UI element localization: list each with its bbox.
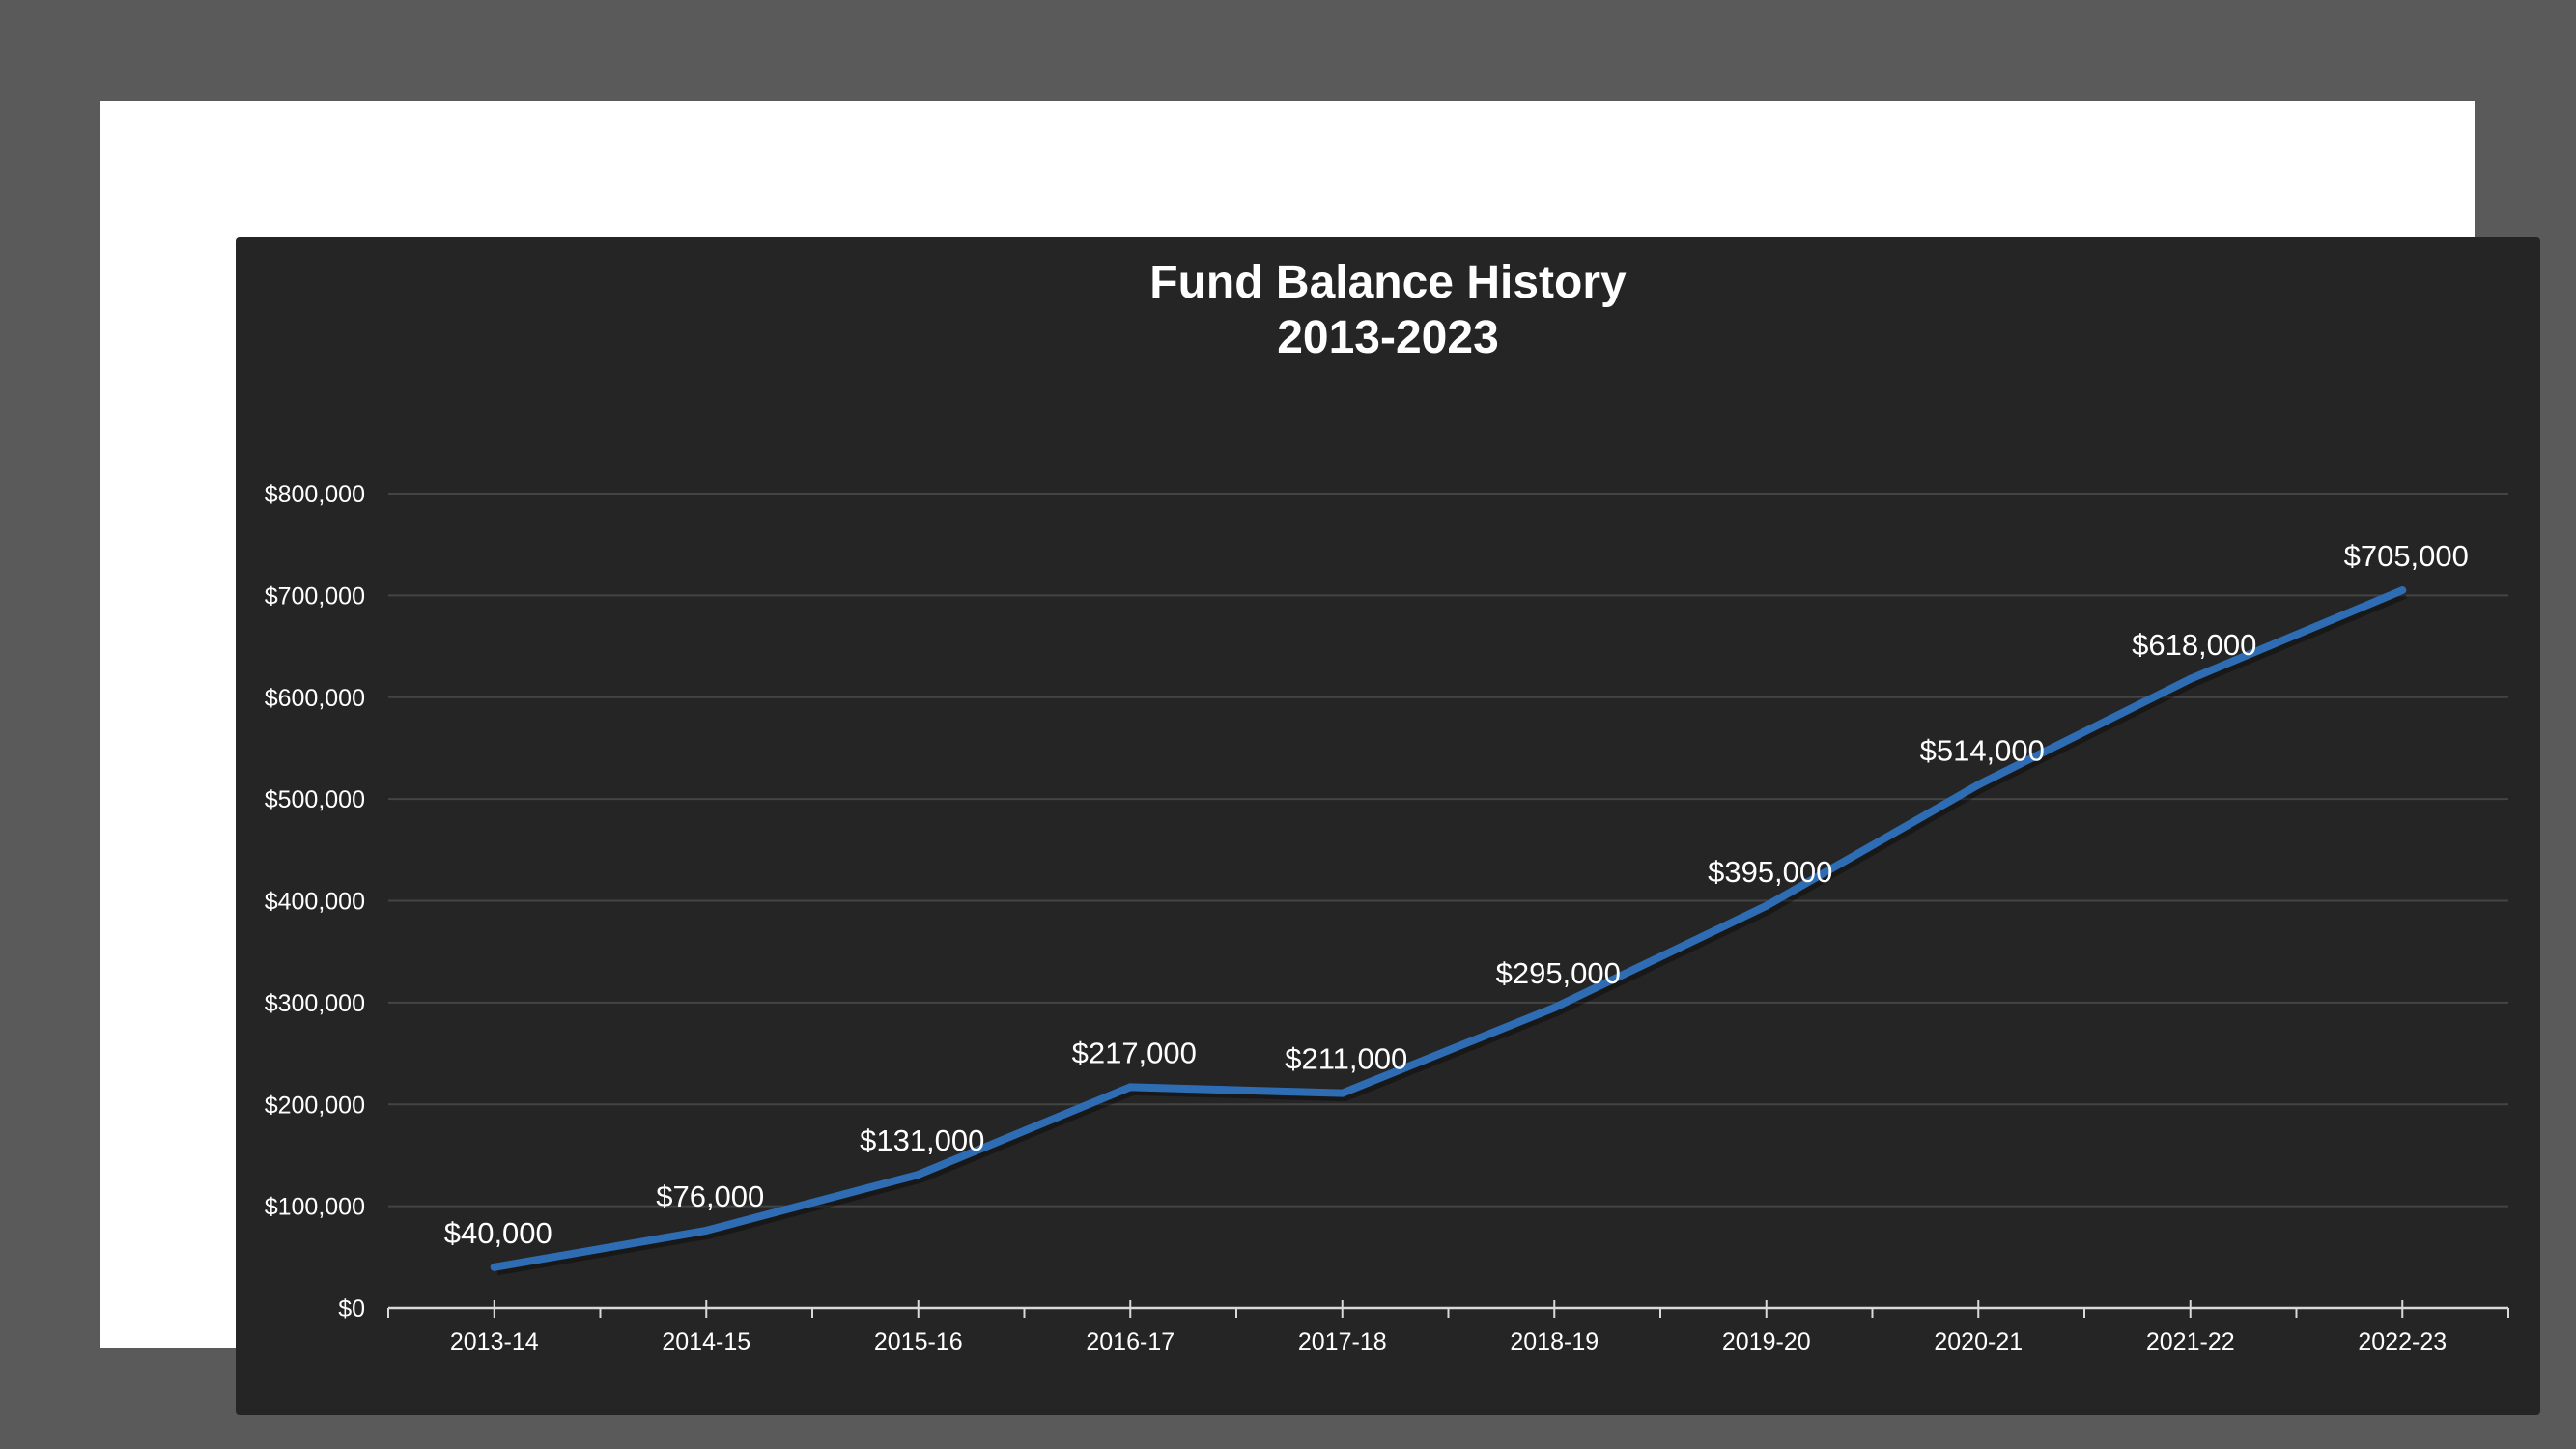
x-tick-label: 2022-23 <box>2358 1328 2447 1355</box>
data-label: $131,000 <box>860 1123 984 1157</box>
x-tick-label: 2021-22 <box>2146 1328 2235 1355</box>
data-point <box>702 1226 711 1235</box>
data-point <box>1762 901 1770 910</box>
data-point <box>914 1170 922 1179</box>
line-chart: $0 $100,000 $200,000 $300,000 $400,000 $500,0… <box>265 481 2509 1355</box>
data-label: $514,000 <box>1920 733 2045 767</box>
series-line-shadow <box>495 589 2407 1276</box>
data-label: $211,000 <box>1285 1042 1407 1076</box>
x-tick-label: 2017-18 <box>1298 1328 1387 1355</box>
y-tick-label: $500,000 <box>265 786 365 813</box>
data-point <box>490 1263 498 1271</box>
data-label: $705,000 <box>2344 539 2469 573</box>
y-tick-label: $100,000 <box>265 1194 365 1221</box>
y-tick-label: $0 <box>338 1295 365 1322</box>
x-tick-label: 2016-17 <box>1086 1328 1175 1355</box>
y-tick-label: $200,000 <box>265 1092 365 1119</box>
x-tick-label: 2014-15 <box>662 1328 750 1355</box>
data-label: $395,000 <box>1708 855 1832 889</box>
x-tick-label: 2013-14 <box>450 1328 539 1355</box>
data-label: $618,000 <box>2132 628 2256 662</box>
data-point <box>2398 586 2407 595</box>
y-tick-label: $300,000 <box>265 990 365 1017</box>
data-point <box>1550 1004 1559 1012</box>
y-tick-label: $800,000 <box>265 481 365 508</box>
data-point <box>1974 781 1983 789</box>
chart-subtitle: 2013-2023 <box>1277 312 1499 363</box>
chart-title: Fund Balance History <box>1149 257 1627 308</box>
data-label: $40,000 <box>444 1216 552 1250</box>
data-label: $217,000 <box>1072 1036 1197 1069</box>
data-label: $76,000 <box>656 1179 764 1213</box>
data-point <box>1338 1089 1346 1097</box>
y-tick-label: $700,000 <box>265 582 365 610</box>
chart-panel: Fund Balance History 2013-2023 $0 $100,00… <box>236 237 2540 1415</box>
data-label: $295,000 <box>1496 956 1621 990</box>
x-tick-label: 2020-21 <box>1934 1328 2023 1355</box>
chart-frame: Fund Balance History 2013-2023 $0 $100,00… <box>100 101 2540 1415</box>
y-tick-label: $400,000 <box>265 889 365 916</box>
x-tick-label: 2019-20 <box>1722 1328 1811 1355</box>
x-tick-label: 2015-16 <box>874 1328 963 1355</box>
data-point <box>2186 674 2194 683</box>
y-tick-label: $600,000 <box>265 685 365 712</box>
x-tick-label: 2018-19 <box>1510 1328 1599 1355</box>
data-point <box>1126 1083 1135 1092</box>
series-line <box>490 586 2407 1271</box>
